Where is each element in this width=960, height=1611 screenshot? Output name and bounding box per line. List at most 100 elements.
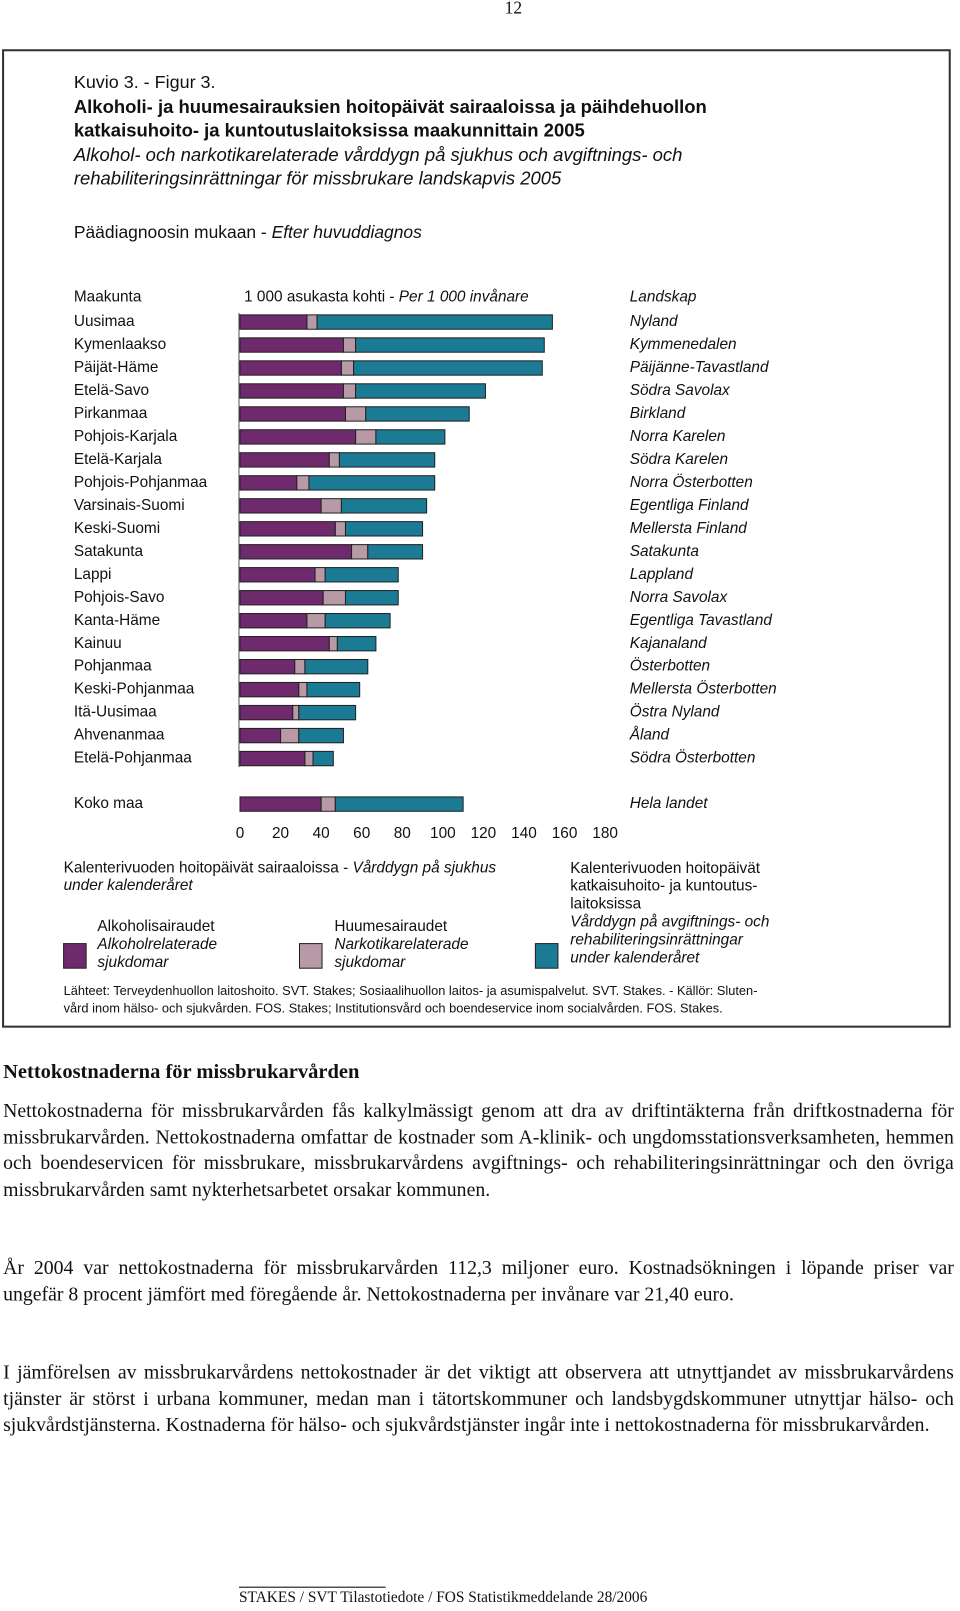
bar-segment bbox=[324, 567, 399, 583]
bar-segment bbox=[298, 681, 308, 698]
bar-segment bbox=[342, 383, 357, 399]
chart: Maakunta 1 000 asukasta kohti - Per 1 00… bbox=[63, 288, 777, 971]
bar-segment bbox=[336, 635, 377, 652]
bar-segment bbox=[298, 704, 357, 721]
bar-segment bbox=[334, 521, 346, 537]
category-label-sv: Kymmenedalen bbox=[630, 336, 737, 353]
bar-segment bbox=[365, 406, 470, 422]
bar-segment bbox=[355, 429, 377, 445]
category-label: Satakunta bbox=[74, 543, 144, 560]
bar-segment bbox=[239, 750, 306, 767]
category-label-sv: Norra Savolax bbox=[630, 589, 729, 606]
legend-label-sv: sjukdomar bbox=[97, 954, 169, 971]
x-tick-label: 0 bbox=[236, 825, 245, 842]
bar-segment bbox=[308, 475, 436, 491]
category-label-sv: Åland bbox=[629, 727, 670, 744]
category-label: Keski-Pohjanmaa bbox=[74, 681, 195, 698]
bar-segment bbox=[239, 727, 282, 744]
bar-segment bbox=[367, 544, 424, 560]
category-label-sv: Egentliga Tavastland bbox=[630, 612, 773, 629]
figure-label: Kuvio 3. - Figur 3. bbox=[73, 71, 216, 93]
legend-heading-fi: Kalenterivuoden hoitopäivät sairaaloissa… bbox=[64, 860, 353, 877]
legend-label-sv: sjukdomar bbox=[334, 954, 406, 971]
category-label: Pohjois-Karjala bbox=[74, 428, 178, 445]
category-label: Etelä-Savo bbox=[74, 382, 149, 399]
title-sv: Alkohol- och narkotikarelaterade vårddyg… bbox=[73, 144, 683, 166]
bar-segment bbox=[375, 429, 446, 445]
category-label-sv: Nyland bbox=[630, 313, 678, 330]
title-fi: Alkoholi- ja huumesairauksien hoitopäivä… bbox=[73, 96, 707, 117]
paragraph: År 2004 var nettokostnaderna för missbru… bbox=[3, 1257, 954, 1306]
x-tick-label: 120 bbox=[471, 825, 497, 842]
bar-segment bbox=[322, 590, 346, 606]
category-label-sv: Mellersta Finland bbox=[630, 520, 748, 537]
legend-heading-sv: under kalenderåret bbox=[64, 877, 194, 894]
category-label: Pohjois-Savo bbox=[74, 589, 165, 606]
category-label: Uusimaa bbox=[74, 313, 135, 330]
x-tick-label: 100 bbox=[430, 825, 456, 842]
category-label-sv: Päijänne-Tavastland bbox=[630, 359, 769, 376]
category-label: Kainuu bbox=[74, 635, 122, 652]
bar-segment bbox=[239, 590, 324, 606]
bar-segment bbox=[324, 613, 391, 629]
x-tick-label: 20 bbox=[272, 825, 289, 842]
bar-segment bbox=[239, 704, 294, 721]
subtitle-sv: Efter huvuddiagnos bbox=[271, 222, 422, 243]
bar-segment bbox=[306, 314, 318, 330]
bar-segment bbox=[344, 590, 399, 606]
bar-segment bbox=[239, 383, 344, 399]
x-tick-label: 140 bbox=[511, 825, 537, 842]
bar-segment bbox=[304, 750, 314, 767]
category-label-sv: Södra Österbotten bbox=[630, 749, 756, 767]
bar-segment bbox=[239, 521, 336, 537]
bar-segment bbox=[340, 498, 428, 514]
legend-swatch bbox=[534, 943, 559, 969]
bar-segment bbox=[314, 567, 326, 583]
bar-segment bbox=[340, 360, 355, 376]
bar-segment bbox=[306, 681, 361, 698]
category-label: Koko maa bbox=[74, 795, 144, 812]
category-label: Lappi bbox=[74, 566, 112, 583]
bar-segment bbox=[334, 796, 464, 812]
category-label-sv: Kajanaland bbox=[630, 635, 707, 652]
title-fi: katkaisuhoito- ja kuntoutuslaitoksissa m… bbox=[73, 119, 585, 141]
category-label: Varsinais-Suomi bbox=[74, 497, 185, 514]
bar-segment bbox=[280, 727, 300, 744]
bar-segment bbox=[316, 314, 553, 330]
legend-swatch bbox=[63, 943, 87, 969]
bar-segment bbox=[320, 796, 336, 812]
category-label-sv: Norra Karelen bbox=[630, 428, 726, 445]
bar-segment bbox=[355, 337, 545, 353]
legend-swatch bbox=[298, 943, 323, 969]
category-label-sv: Satakunta bbox=[630, 543, 700, 560]
category-label-sv: Södra Savolax bbox=[630, 382, 731, 399]
category-label-sv: Hela landet bbox=[630, 795, 709, 812]
x-tick-label: 40 bbox=[313, 825, 330, 842]
bar-segment bbox=[294, 658, 306, 675]
category-label: Etelä-Pohjanmaa bbox=[74, 750, 192, 767]
category-label: Etelä-Karjala bbox=[74, 451, 162, 468]
x-tick-label: 160 bbox=[552, 825, 578, 842]
category-label: Pirkanmaa bbox=[74, 405, 148, 422]
category-label-sv: Norra Österbotten bbox=[630, 473, 753, 491]
bar-segment bbox=[239, 406, 346, 422]
bar-segment bbox=[239, 498, 322, 514]
source: vård inom hälso- och sjukvården. FOS. St… bbox=[63, 1001, 723, 1016]
category-label-sv: Birkland bbox=[630, 405, 686, 422]
bar-segment bbox=[312, 750, 334, 767]
category-label: Päijät-Häme bbox=[74, 359, 159, 376]
legend-heading-sv: Vårddygn på sjukhus bbox=[352, 860, 496, 877]
bar-segment bbox=[306, 613, 326, 629]
bar-segment bbox=[353, 360, 543, 376]
unit-fi: 1 000 asukasta kohti - bbox=[244, 288, 399, 305]
legend-label: Kalenterivuoden hoitopäivät bbox=[570, 860, 760, 877]
bar-segment bbox=[351, 544, 369, 560]
category-label: Itä-Uusimaa bbox=[74, 704, 157, 721]
bar-segment bbox=[239, 314, 308, 330]
category-label-sv: Östra Nyland bbox=[630, 703, 720, 721]
bar-segment bbox=[239, 796, 322, 812]
category-label: Kymenlaakso bbox=[74, 336, 166, 353]
bar-segment bbox=[355, 383, 486, 399]
category-label: Pohjanmaa bbox=[74, 658, 152, 675]
